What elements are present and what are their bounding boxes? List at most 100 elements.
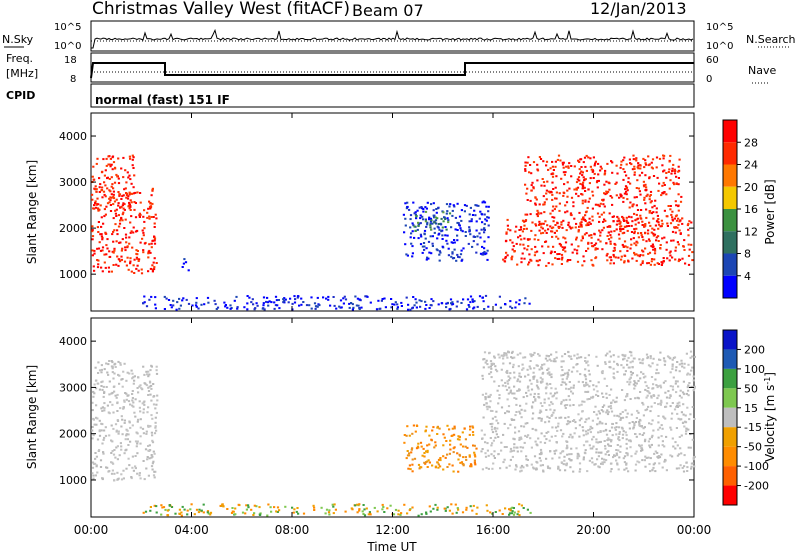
velocity-cell [382, 506, 385, 508]
power-cell [560, 177, 563, 180]
power-cell [610, 259, 613, 262]
power-cell [153, 257, 156, 260]
power-cell [552, 226, 555, 229]
power-cell [579, 172, 582, 175]
velocity-cell [92, 390, 95, 393]
velocity-cell [451, 512, 454, 515]
power-cell [422, 210, 425, 213]
velocity-cell [503, 422, 506, 425]
velocity-cell [422, 447, 425, 450]
velocity-cell [118, 374, 121, 377]
velocity-cell [619, 445, 622, 448]
power-cell [657, 221, 660, 224]
velocity-cell [576, 353, 579, 356]
velocity-cell [296, 507, 299, 509]
velocity-cell [96, 471, 99, 474]
velocity-cell [609, 355, 612, 358]
power-cell [502, 258, 505, 261]
power-cell [609, 262, 612, 265]
velocity-cell [530, 446, 533, 449]
power-cell [660, 264, 663, 266]
velocity-cell [615, 426, 618, 429]
velocity-cell [675, 427, 678, 429]
power-cell [117, 177, 120, 180]
power-cell [648, 239, 651, 242]
velocity-cell [553, 452, 556, 455]
power-cell [686, 224, 689, 227]
velocity-cell [670, 417, 673, 420]
power-cell [481, 253, 484, 256]
velocity-colorbar-tick: 15 [744, 402, 758, 415]
beam-title: Beam 07 [352, 1, 424, 20]
velocity-cell [607, 411, 610, 413]
velocity-cell [543, 363, 546, 366]
power-cell [551, 230, 554, 233]
power-cell [586, 206, 589, 209]
velocity-cell [612, 372, 615, 375]
power-cell [607, 190, 610, 193]
power-cell [439, 222, 442, 225]
power-cell [468, 220, 471, 223]
velocity-cell [625, 395, 628, 398]
velocity-cell [553, 409, 556, 412]
velocity-cell [509, 372, 512, 375]
power-cell [127, 195, 130, 198]
velocity-cell [344, 510, 347, 513]
power-cell [662, 192, 665, 195]
power-cell [620, 255, 623, 258]
power-cell [468, 226, 471, 229]
power-cell [566, 195, 569, 198]
power-cell [628, 215, 631, 218]
velocity-cell [507, 410, 510, 413]
velocity-cell [603, 377, 606, 380]
power-cell [120, 249, 123, 252]
velocity-cell [193, 513, 196, 516]
power-cell [128, 203, 131, 206]
power-cell [430, 252, 433, 255]
power-cell [669, 205, 672, 207]
velocity-cell [482, 416, 485, 419]
velocity-cell [625, 462, 628, 465]
velocity-cell [494, 430, 498, 433]
velocity-colorbar-swatch [723, 485, 737, 505]
velocity-cell [563, 381, 566, 384]
power-cell [691, 251, 694, 254]
velocity-cell [660, 399, 663, 402]
power-cell [142, 251, 145, 254]
power-cell [462, 247, 465, 250]
power-cell [356, 297, 359, 300]
velocity-cell [504, 412, 507, 415]
velocity-cell [530, 382, 533, 385]
velocity-cell [202, 511, 205, 514]
velocity-cell [518, 410, 521, 413]
power-cell [207, 301, 210, 304]
velocity-cell [623, 461, 626, 464]
power-cell [426, 223, 429, 226]
power-cell [138, 216, 141, 218]
velocity-cell [564, 469, 567, 472]
power-cell [610, 196, 614, 199]
power-cell [419, 214, 422, 217]
power-cell [411, 307, 414, 310]
velocity-cell [634, 463, 638, 466]
velocity-cell [642, 358, 645, 361]
power-cell [123, 208, 126, 211]
velocity-cell [607, 443, 610, 446]
velocity-cell [600, 451, 603, 454]
velocity-cell [565, 387, 568, 390]
velocity-cell [419, 441, 423, 444]
velocity-cell [626, 454, 629, 457]
power-cell [541, 245, 544, 248]
power-cell [555, 205, 558, 208]
power-cell [442, 220, 445, 223]
velocity-cell [638, 418, 641, 421]
power-cell [654, 249, 657, 252]
velocity-cell [597, 395, 600, 397]
velocity-cell [124, 392, 127, 394]
velocity-cell [462, 464, 465, 467]
power-cell [599, 240, 602, 243]
power-cell [468, 229, 471, 232]
power-cell [524, 161, 527, 164]
velocity-cell [445, 440, 448, 442]
velocity-cell [647, 405, 650, 408]
